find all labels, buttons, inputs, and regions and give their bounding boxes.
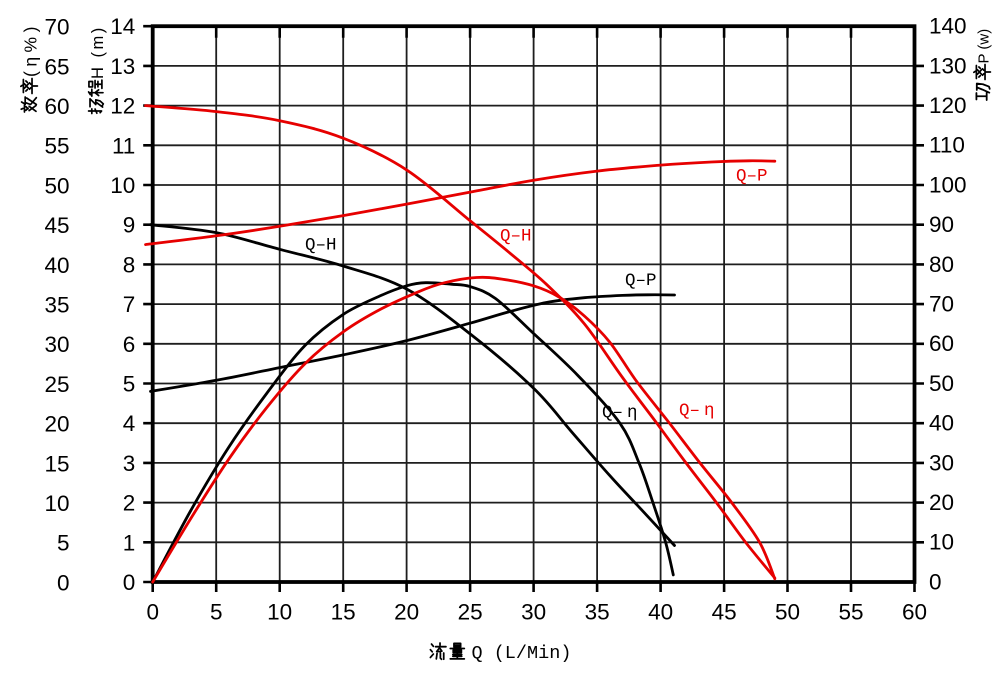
svg-text:3: 3 — [123, 451, 136, 476]
svg-text:60: 60 — [929, 331, 954, 356]
svg-text:55: 55 — [838, 600, 863, 625]
svg-text:80: 80 — [929, 252, 954, 277]
svg-text:Q (L/Min): Q (L/Min) — [472, 643, 572, 664]
svg-text:40: 40 — [44, 253, 69, 278]
svg-text:20: 20 — [929, 490, 954, 515]
svg-text:70: 70 — [44, 15, 69, 40]
svg-text:10: 10 — [110, 173, 135, 198]
svg-text:70: 70 — [929, 292, 954, 317]
svg-text:140: 140 — [929, 14, 967, 39]
svg-text:Q–P: Q–P — [736, 167, 768, 187]
svg-text:5: 5 — [123, 372, 136, 397]
svg-text:6: 6 — [123, 332, 136, 357]
svg-text:60: 60 — [44, 94, 69, 119]
svg-text:0: 0 — [57, 570, 70, 595]
svg-text:9: 9 — [123, 213, 136, 238]
svg-text:90: 90 — [929, 212, 954, 237]
svg-text:35: 35 — [585, 600, 610, 625]
svg-text:4: 4 — [123, 411, 136, 436]
svg-text:5: 5 — [57, 531, 70, 556]
svg-text:12: 12 — [110, 94, 135, 119]
svg-text:40: 40 — [648, 600, 673, 625]
svg-text:50: 50 — [929, 371, 954, 396]
svg-text:0: 0 — [123, 570, 136, 595]
svg-text:0: 0 — [929, 569, 942, 594]
svg-text:11: 11 — [112, 133, 135, 158]
svg-text:50: 50 — [775, 600, 800, 625]
svg-text:Q–η: Q– η — [602, 403, 638, 423]
svg-text:7: 7 — [123, 292, 136, 317]
svg-text:10: 10 — [44, 491, 69, 516]
svg-text:120: 120 — [929, 93, 967, 118]
svg-text:65: 65 — [44, 54, 69, 79]
svg-text:Q–H: Q–H — [305, 236, 337, 256]
svg-text:5: 5 — [210, 600, 223, 625]
svg-text:45: 45 — [712, 600, 737, 625]
svg-text:130: 130 — [929, 53, 967, 78]
svg-text:10: 10 — [929, 530, 954, 555]
svg-text:15: 15 — [44, 451, 69, 476]
svg-text:110: 110 — [929, 133, 965, 158]
svg-text:13: 13 — [110, 54, 135, 79]
svg-text:30: 30 — [929, 450, 954, 475]
svg-text:P (w): P (w) — [976, 29, 993, 64]
svg-text:0: 0 — [146, 600, 159, 625]
svg-text:8: 8 — [123, 252, 136, 277]
svg-text:Q–η: Q– η — [679, 401, 715, 421]
svg-text:40: 40 — [929, 411, 954, 436]
svg-text:20: 20 — [44, 412, 69, 437]
svg-text:25: 25 — [458, 600, 483, 625]
svg-text:10: 10 — [267, 600, 292, 625]
svg-text:25: 25 — [44, 372, 69, 397]
svg-text:H (m): H (m) — [89, 25, 107, 79]
svg-text:Q–H: Q–H — [500, 227, 532, 247]
svg-text:30: 30 — [44, 332, 69, 357]
svg-text:(η%): (η%) — [21, 22, 41, 77]
svg-text:1: 1 — [123, 530, 136, 555]
svg-text:15: 15 — [331, 600, 356, 625]
svg-text:14: 14 — [110, 14, 135, 39]
svg-text:100: 100 — [929, 172, 967, 197]
svg-text:50: 50 — [44, 173, 69, 198]
svg-text:2: 2 — [123, 491, 136, 516]
svg-text:20: 20 — [394, 600, 419, 625]
svg-text:Q–P: Q–P — [625, 271, 657, 291]
svg-text:60: 60 — [902, 600, 927, 625]
svg-text:35: 35 — [44, 293, 69, 318]
svg-text:45: 45 — [44, 213, 69, 238]
svg-text:30: 30 — [521, 600, 546, 625]
svg-text:55: 55 — [44, 134, 69, 159]
